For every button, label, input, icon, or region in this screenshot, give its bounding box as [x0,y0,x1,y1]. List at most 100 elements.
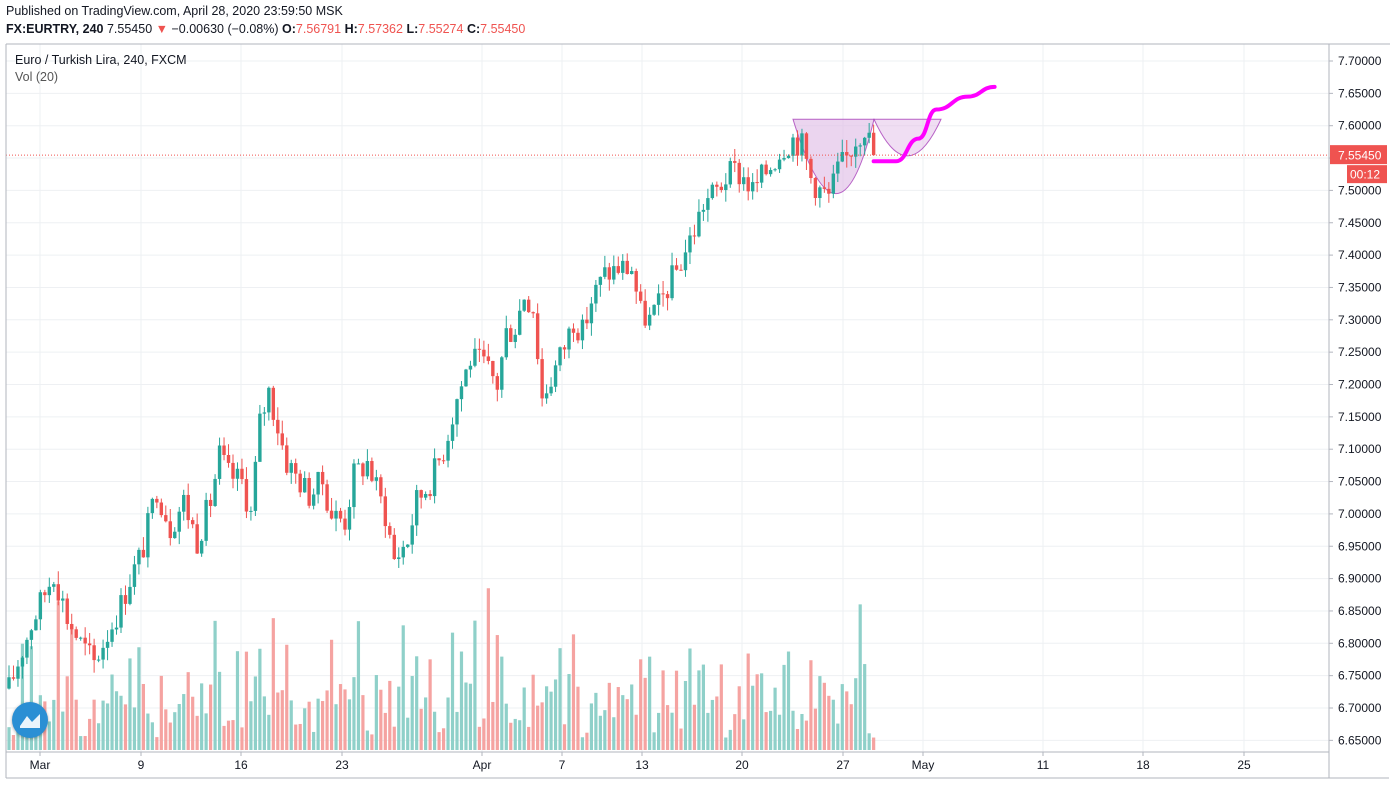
candle-body [159,502,164,516]
volume-bar [401,625,405,750]
candle-body [29,630,34,640]
price-tick-label: 7.40000 [1338,248,1382,262]
volume-bar [545,686,549,750]
volume-bar [276,692,280,750]
candle-body [455,399,459,425]
volume-bar [665,705,670,750]
legend-volume[interactable]: Vol (20) [15,70,59,84]
volume-bar [137,647,141,750]
volume-bar [630,684,634,750]
volume-bar [52,699,56,750]
candle-body [128,586,132,604]
candle-body [289,463,293,473]
volume-bar [603,710,607,750]
volume-bar [325,690,329,750]
candle-body [150,498,155,514]
candle-body [222,445,226,455]
candle-body [858,145,862,147]
candle-body [571,328,576,333]
volume-bar [558,648,562,750]
volume-bar [370,734,374,750]
volume-bar [697,670,701,750]
candle-body [20,657,25,667]
candle-body [253,461,258,511]
candle-body [849,155,853,157]
candle-body [795,137,800,156]
candle-body [446,440,450,461]
volume-bar [527,726,531,750]
volume-bar [585,732,589,750]
candle-body [719,186,724,191]
volume-bar [253,676,257,750]
candle-body [361,463,365,477]
candle-body [132,564,137,587]
volume-bar [119,695,123,750]
candle-body [616,266,620,273]
candle-body [827,188,831,194]
candle-body [522,299,526,311]
candle-body [105,641,110,648]
candle-body [419,490,423,498]
candle-body [195,524,199,554]
volume-bar [433,711,437,750]
candle-body [746,177,750,192]
candle-body [567,328,571,350]
candle-body [298,473,302,493]
time-tick-label: Mar [30,758,51,772]
candle-body [437,458,441,461]
volume-bar [101,700,105,750]
candle-body [661,293,665,295]
price-tick-label: 7.10000 [1338,442,1382,456]
legend-title[interactable]: Euro / Turkish Lira, 240, FXCM [15,53,187,67]
volume-bar [374,675,378,750]
candle-body [840,152,844,162]
volume-bar [715,696,719,750]
time-tick-label: 11 [1037,758,1050,772]
volume-bar [536,705,540,750]
volume-bar [338,684,343,750]
volume-bar [491,701,495,750]
price-tick-label: 6.75000 [1338,669,1382,683]
candle-body [43,592,47,596]
volume-bar [343,689,347,750]
symbol-label: FX:EURTRY, 240 [6,22,104,36]
volume-bar [455,711,459,750]
candle-body [737,162,741,185]
volume-bar [365,730,369,750]
candle-body [34,619,38,631]
candle-body [468,365,473,370]
candle-body [25,639,29,658]
candle-body [710,184,715,199]
volume-bar [500,656,504,750]
volume-bar [406,717,410,750]
volume-bar [235,651,240,750]
volume-bar [294,724,298,750]
volume-bar [800,713,804,750]
candle-body [320,471,325,485]
time-tick-label: 25 [1237,758,1251,772]
volume-bar [867,733,871,750]
volume-bar [737,686,741,750]
candle-body [764,164,768,175]
volume-bar [29,646,33,750]
tradingview-logo-icon[interactable] [12,702,48,738]
countdown-label: 00:12 [1350,168,1380,182]
volume-bar [424,697,428,750]
volume-bar [486,588,490,750]
price-tick-label: 7.50000 [1338,183,1382,197]
candle-body [96,659,101,661]
price-tick-label: 7.60000 [1338,119,1382,133]
candle-body [630,271,634,275]
candle-body [334,510,338,519]
volume-bar [392,726,396,750]
time-tick-label: 23 [335,758,349,772]
volume-bar [643,677,647,750]
volume-bar [612,717,616,750]
volume-bar [329,639,334,750]
volume-bar [114,691,119,750]
candle-body [177,511,181,532]
volume-bar [692,704,697,750]
candle-body [213,478,217,506]
candle-body [16,666,20,679]
